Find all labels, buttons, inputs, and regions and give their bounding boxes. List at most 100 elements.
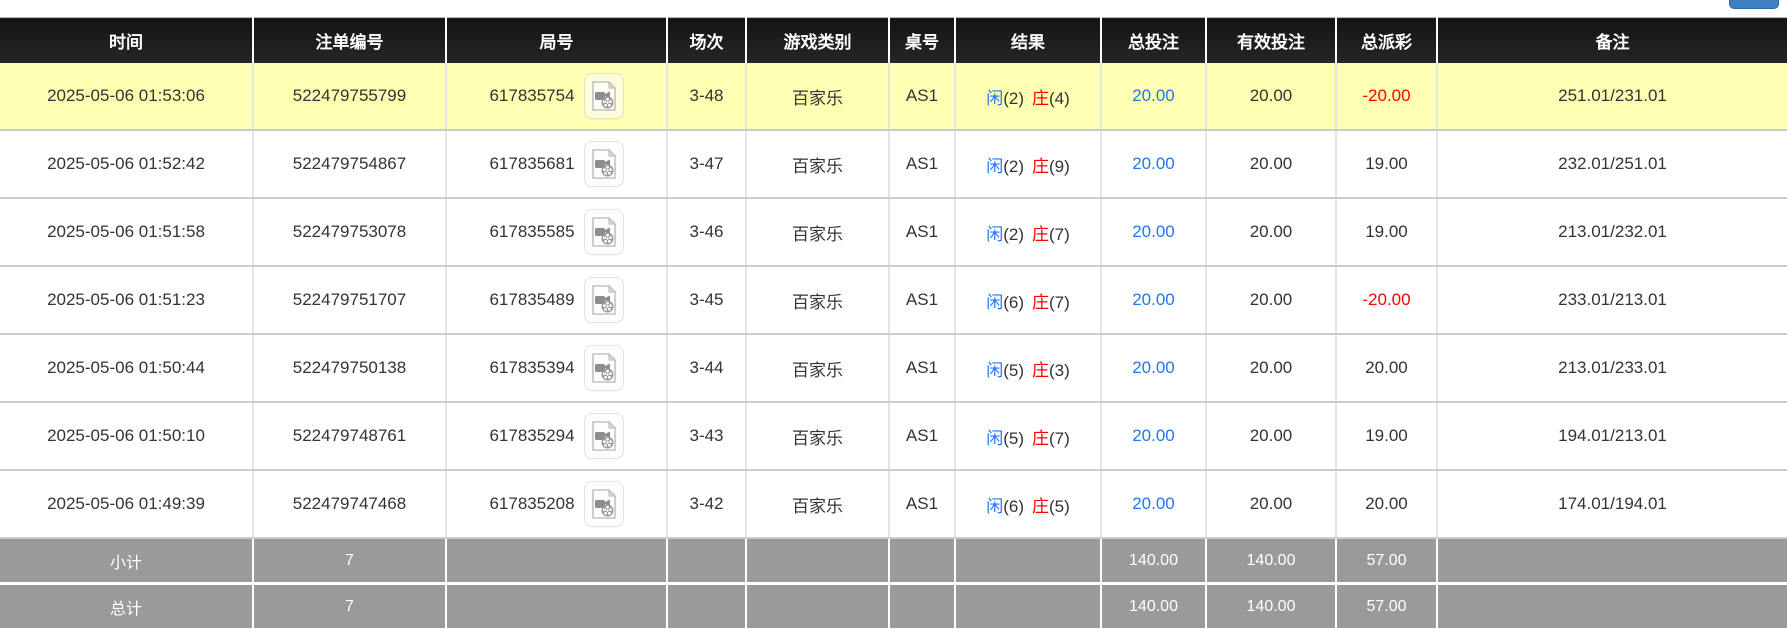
total-total-bet: 140.00 [1101, 583, 1207, 631]
result-banker-label: 庄 [1032, 88, 1049, 108]
video-replay-button[interactable] [583, 141, 624, 187]
subtotal-count: 7 [253, 538, 447, 585]
subtotal-label: 小计 [0, 538, 254, 585]
cell-valid-bet: 20.00 [1206, 402, 1337, 471]
video-replay-button[interactable] [583, 73, 624, 119]
cell-remark: 213.01/233.01 [1437, 334, 1787, 403]
cell-time: 2025-05-06 01:51:58 [0, 198, 254, 267]
cell-session: 3-45 [667, 266, 747, 335]
cell-bet-id: 522479751707 [253, 266, 447, 335]
cell-result: 闲(6) 庄(5) [955, 470, 1102, 539]
result-player-label: 闲 [986, 224, 1004, 244]
total-valid-bet: 140.00 [1206, 583, 1337, 631]
cell-remark: 233.01/213.01 [1437, 266, 1787, 335]
table-row: 2025-05-06 01:51:58 522479753078 6178355… [0, 198, 1787, 267]
result-player-score: (5) [1003, 360, 1024, 380]
table-summary: 小计 7 140.00 140.00 57.00 总计 7 140.00 140… [0, 538, 1787, 631]
col-header-table-no: 桌号 [889, 17, 956, 63]
result-player-score: (2) [1003, 156, 1024, 176]
result-player-label: 闲 [986, 292, 1004, 312]
round-id-text: 617835294 [489, 426, 575, 445]
cell-bet-id: 522479748761 [253, 402, 447, 471]
cell-payout: 19.00 [1336, 402, 1438, 471]
total-payout: 57.00 [1336, 583, 1438, 631]
cell-game: 百家乐 [746, 198, 890, 267]
col-header-round-id: 局号 [446, 17, 668, 63]
cell-bet-id: 522479747468 [253, 470, 447, 539]
header-row: 时间 注单编号 局号 场次 游戏类别 桌号 结果 总投注 有效投注 总派彩 备注 [0, 17, 1787, 63]
result-player-label: 闲 [986, 360, 1004, 380]
subtotal-valid-bet: 140.00 [1206, 538, 1337, 585]
cell-session: 3-43 [667, 402, 747, 471]
cell-result: 闲(2) 庄(7) [955, 198, 1102, 267]
cell-bet-id: 522479753078 [253, 198, 447, 267]
cell-time: 2025-05-06 01:53:06 [0, 63, 254, 131]
col-header-bet-id: 注单编号 [253, 17, 447, 63]
round-id-text: 617835585 [489, 222, 575, 241]
table-body: 2025-05-06 01:53:06 522479755799 6178357… [0, 63, 1787, 539]
cell-result: 闲(5) 庄(7) [955, 402, 1102, 471]
result-banker-score: (7) [1049, 292, 1070, 312]
cell-result: 闲(5) 庄(3) [955, 334, 1102, 403]
cell-time: 2025-05-06 01:49:39 [0, 470, 254, 539]
cell-result: 闲(2) 庄(4) [955, 63, 1102, 131]
cell-payout: 19.00 [1336, 130, 1438, 199]
cell-time: 2025-05-06 01:51:23 [0, 266, 254, 335]
cell-total-bet: 20.00 [1101, 130, 1207, 199]
cell-valid-bet: 20.00 [1206, 266, 1337, 335]
result-banker-score: (7) [1049, 428, 1070, 448]
result-player-label: 闲 [986, 156, 1004, 176]
result-banker-label: 庄 [1032, 156, 1049, 176]
cell-total-bet: 20.00 [1101, 266, 1207, 335]
cell-result: 闲(2) 庄(9) [955, 130, 1102, 199]
cell-round-id: 617835585 [446, 198, 668, 267]
cell-valid-bet: 20.00 [1206, 63, 1337, 131]
cell-table-no: AS1 [889, 266, 956, 335]
cell-bet-id: 522479755799 [253, 63, 447, 131]
cell-total-bet: 20.00 [1101, 63, 1207, 131]
video-file-icon [591, 285, 616, 315]
table-header: 时间 注单编号 局号 场次 游戏类别 桌号 结果 总投注 有效投注 总派彩 备注 [0, 17, 1787, 63]
subtotal-total-bet: 140.00 [1101, 538, 1207, 585]
round-id-text: 617835208 [489, 494, 575, 513]
cell-bet-id: 522479750138 [253, 334, 447, 403]
cell-round-id: 617835394 [446, 334, 668, 403]
video-replay-button[interactable] [583, 413, 624, 459]
cell-remark: 213.01/232.01 [1437, 198, 1787, 267]
col-header-time: 时间 [0, 17, 254, 63]
result-player-label: 闲 [986, 88, 1004, 108]
video-replay-button[interactable] [583, 481, 624, 527]
col-header-session: 场次 [667, 17, 747, 63]
cell-round-id: 617835489 [446, 266, 668, 335]
cell-total-bet: 20.00 [1101, 402, 1207, 471]
cell-payout: 20.00 [1336, 334, 1438, 403]
video-replay-button[interactable] [583, 209, 624, 255]
cell-payout: -20.00 [1336, 63, 1438, 131]
video-file-icon [591, 217, 616, 247]
cell-payout: 20.00 [1336, 470, 1438, 539]
cell-time: 2025-05-06 01:50:10 [0, 402, 254, 471]
result-banker-label: 庄 [1032, 496, 1049, 516]
total-count: 7 [253, 583, 447, 631]
video-file-icon [591, 149, 616, 179]
video-file-icon [591, 81, 616, 111]
cell-session: 3-47 [667, 130, 747, 199]
video-file-icon [591, 489, 616, 519]
blue-button-fragment[interactable] [1729, 0, 1779, 9]
cell-remark: 232.01/251.01 [1437, 130, 1787, 199]
result-banker-label: 庄 [1032, 428, 1049, 448]
result-banker-label: 庄 [1032, 224, 1049, 244]
col-header-total-bet: 总投注 [1101, 17, 1207, 63]
video-replay-button[interactable] [583, 277, 624, 323]
col-header-remark: 备注 [1437, 17, 1787, 63]
video-replay-button[interactable] [583, 345, 624, 391]
cell-remark: 194.01/213.01 [1437, 402, 1787, 471]
cell-total-bet: 20.00 [1101, 470, 1207, 539]
result-player-label: 闲 [986, 496, 1004, 516]
subtotal-row: 小计 7 140.00 140.00 57.00 [0, 538, 1787, 585]
result-player-score: (5) [1003, 428, 1024, 448]
table-row: 2025-05-06 01:52:42 522479754867 6178356… [0, 130, 1787, 199]
table-row: 2025-05-06 01:53:06 522479755799 6178357… [0, 63, 1787, 131]
result-player-score: (2) [1003, 224, 1024, 244]
result-banker-score: (7) [1049, 224, 1070, 244]
